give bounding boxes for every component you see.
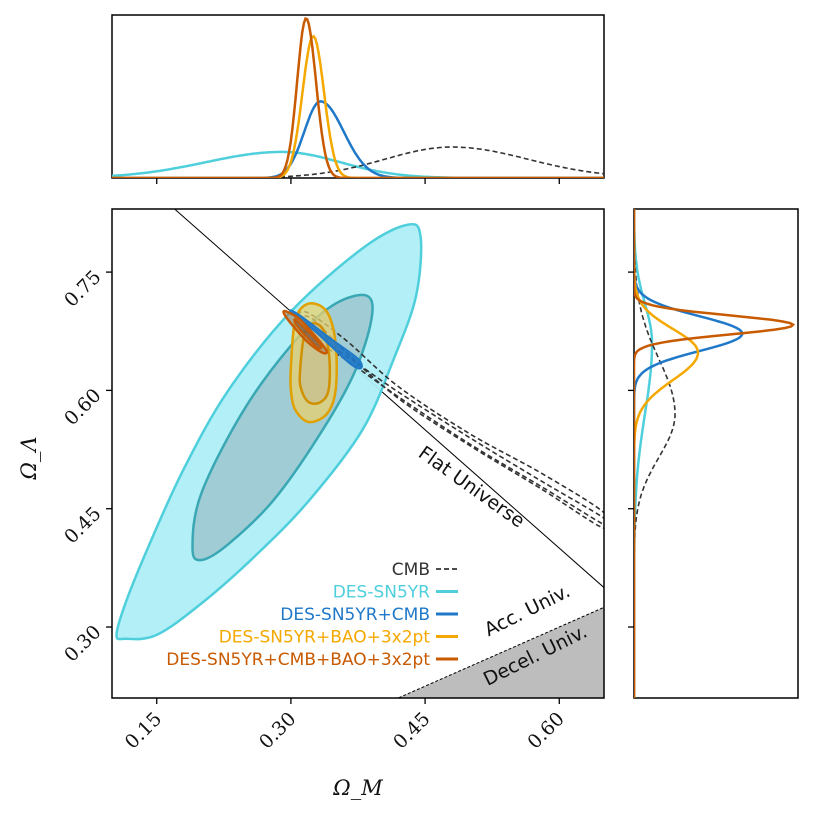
flat-universe-annotation: Flat Universe: [414, 442, 528, 532]
right-panel-frame: [633, 208, 799, 699]
x-tick-label: 0.60: [523, 708, 568, 753]
legend-label-des: DES-SN5YR: [333, 583, 430, 603]
y-axis-label: Ω_Λ: [17, 436, 41, 480]
right-marginal-des: [634, 209, 654, 698]
top-panel-curves: [112, 17, 604, 178]
right-marginal-des_cmb: [634, 209, 744, 698]
right-panel: [633, 208, 799, 699]
legend-label-des_bao: DES-SN5YR+BAO+3x2pt: [219, 628, 431, 648]
y-tick-label: 0.30: [60, 621, 105, 666]
right-panel-curves: [634, 209, 796, 698]
flat-universe-line: [174, 209, 604, 588]
main-panel-frame: [111, 208, 605, 699]
x-tick-label: 0.15: [121, 708, 166, 753]
right-marginal-des_cmb_bao: [634, 209, 796, 698]
legend-label-cmb: CMB: [392, 560, 430, 580]
decelerating-universe-region: [398, 607, 604, 698]
top-marginal-des: [112, 150, 604, 178]
x-tick-label: 0.45: [389, 708, 434, 753]
cmb-outer-contour: [294, 310, 604, 530]
top-panel: [111, 14, 605, 179]
des-cmb-bao-inner-contour: [293, 318, 323, 350]
top-marginal-cmb: [112, 146, 604, 178]
top-panel-frame: [111, 14, 605, 179]
main-panel: 0.15 0.30 0.45 0.60 0.30 0.45 0.60 0.75 Flat Un…: [17, 178, 634, 800]
top-marginal-des_cmb: [112, 100, 604, 178]
acceleration-boundary-line: [397, 606, 604, 698]
y-tick-label: 0.75: [60, 266, 105, 311]
legend-label-des_cmb_bao: DES-SN5YR+CMB+BAO+3x2pt: [166, 650, 430, 670]
x-axis-label: Ω_M: [332, 776, 383, 800]
top-marginal-des_cmb_bao: [112, 17, 604, 178]
main-plot-area: [115, 209, 604, 698]
y-tick-label: 0.60: [60, 384, 105, 429]
legend-label-des_cmb: DES-SN5YR+CMB: [280, 605, 430, 625]
des-cmb-contour: [289, 309, 363, 370]
right-marginal-cmb: [634, 209, 676, 698]
y-tick-label: 0.45: [60, 503, 105, 548]
x-tick-label: 0.30: [255, 708, 300, 753]
right-marginal-des_bao: [634, 209, 700, 698]
